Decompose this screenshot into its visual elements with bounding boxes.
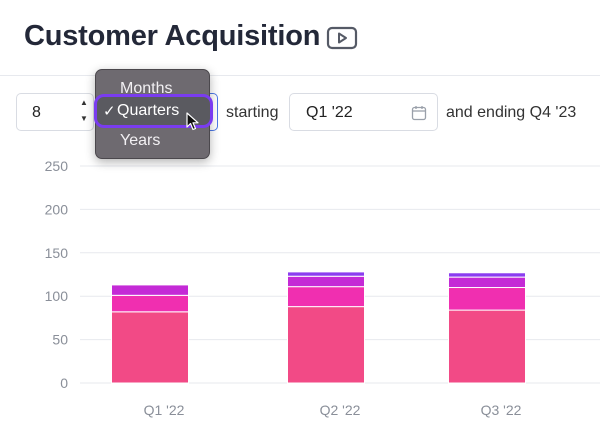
start-period-input[interactable]: Q1 '22 — [289, 93, 438, 131]
y-tick-label: 200 — [45, 201, 69, 217]
mouse-pointer-icon — [186, 112, 199, 131]
y-tick-label: 250 — [45, 158, 69, 174]
bar-segment — [448, 276, 526, 289]
y-tick-label: 50 — [52, 332, 68, 348]
x-tick-label: Q3 '22 — [481, 402, 522, 418]
increment-arrow-icon[interactable]: ▲ — [80, 98, 88, 107]
menu-item-months[interactable]: Months — [120, 80, 173, 97]
bar-segment — [448, 272, 526, 278]
page-title: Customer Acquisition — [24, 20, 321, 52]
decrement-arrow-icon[interactable]: ▼ — [80, 114, 88, 123]
x-tick-label: Q1 '22 — [144, 402, 185, 418]
y-tick-label: 150 — [45, 245, 69, 261]
play-video-icon[interactable] — [326, 26, 358, 50]
starting-label: starting — [226, 104, 279, 121]
period-unit-dropdown-menu[interactable]: Months ✓ Quarters Years — [94, 69, 213, 159]
header-divider — [0, 75, 600, 76]
ending-label: and ending Q4 '23 — [446, 104, 577, 121]
period-unit-select[interactable] — [204, 93, 218, 131]
checkmark-icon: ✓ — [103, 103, 116, 120]
bar-segment — [111, 294, 189, 313]
stacked-bar-chart: 0 50 100 150 200 250 Q1 '22 Q2 '22 Q3 '22 — [45, 158, 600, 418]
bar-segment — [111, 284, 189, 296]
period-count-stepper[interactable]: 8 ▲ ▼ — [16, 93, 94, 131]
bar-segment — [287, 271, 365, 277]
calendar-icon[interactable] — [411, 105, 427, 121]
y-tick-label: 100 — [45, 288, 69, 304]
bar-segment — [448, 309, 526, 384]
bar-segment — [111, 311, 189, 384]
start-period-value[interactable]: Q1 '22 — [306, 104, 353, 121]
bar-segment — [448, 287, 526, 311]
menu-item-years[interactable]: Years — [120, 132, 161, 149]
bar-segment — [287, 306, 365, 384]
y-tick-label: 0 — [60, 375, 68, 391]
menu-item-quarters-label: Quarters — [117, 102, 180, 119]
period-count-value[interactable]: 8 — [32, 104, 41, 121]
bar-segment — [287, 286, 365, 308]
bar-segment — [287, 275, 365, 288]
x-tick-label: Q2 '22 — [320, 402, 361, 418]
